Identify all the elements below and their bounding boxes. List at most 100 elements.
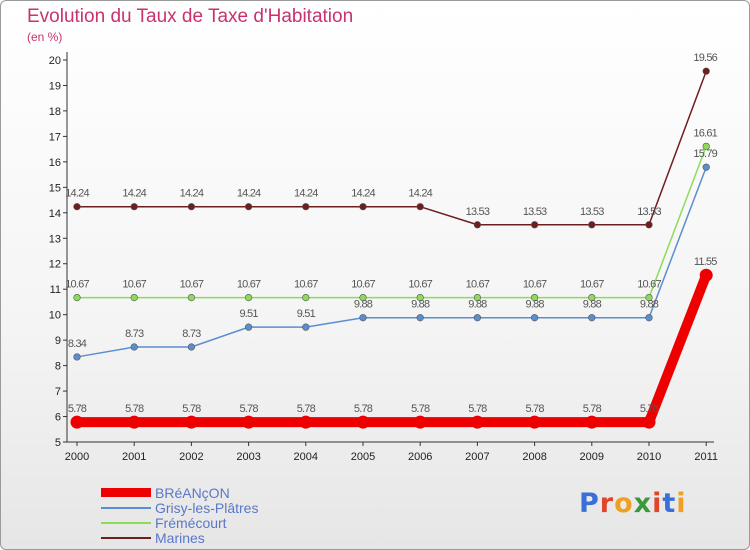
- legend: BRéANçON Grisy-les-Plâtres Frémécourt Marin…: [101, 484, 259, 546]
- data-label: 5.78: [583, 403, 602, 415]
- data-label: 9.88: [354, 299, 373, 311]
- data-point: [588, 221, 596, 229]
- data-point: [187, 343, 195, 351]
- data-label: 14.24: [122, 188, 146, 200]
- data-point: [356, 415, 370, 429]
- data-label: 10.67: [237, 279, 261, 291]
- y-tick-label: 15: [49, 182, 61, 194]
- legend-label: Marines: [155, 529, 205, 546]
- data-label: 14.24: [294, 188, 318, 200]
- y-tick-label: 7: [55, 386, 61, 398]
- data-label: 10.67: [65, 279, 89, 291]
- y-tick-label: 8: [55, 361, 61, 373]
- data-label: 14.24: [237, 188, 261, 200]
- data-point: [473, 294, 482, 302]
- data-point: [73, 294, 81, 302]
- data-point: [473, 221, 482, 229]
- data-point: [184, 415, 198, 429]
- data-point: [187, 294, 195, 302]
- data-point: [413, 415, 427, 429]
- data-label: 16.61: [693, 127, 717, 139]
- y-tick-label: 6: [55, 412, 61, 424]
- x-tick-label: 2011: [694, 451, 718, 463]
- series-line: [76, 145, 707, 299]
- data-label: 5.78: [125, 403, 144, 415]
- y-tick-label: 18: [49, 106, 61, 118]
- data-point: [530, 294, 539, 302]
- x-tick-label: 2005: [351, 451, 375, 463]
- data-point: [359, 294, 367, 302]
- data-label: 10.67: [408, 279, 432, 291]
- y-tick-label: 17: [49, 131, 61, 143]
- legend-label: Grisy-les-Plâtres: [155, 499, 259, 516]
- data-label: 5.78: [525, 403, 544, 415]
- legend-swatch: [101, 488, 151, 497]
- data-label: 14.24: [180, 188, 204, 200]
- data-point: [702, 142, 710, 150]
- x-tick-label: 2004: [294, 451, 318, 463]
- data-point: [302, 294, 310, 302]
- x-tick-label: 2003: [236, 451, 260, 463]
- data-label: 10.67: [637, 279, 661, 291]
- chart-subtitle: (en %): [27, 30, 63, 44]
- y-tick-label: 20: [49, 55, 61, 67]
- data-label: 10.67: [523, 279, 547, 291]
- x-tick-label: 2000: [65, 451, 89, 463]
- y-tick-label: 13: [49, 233, 61, 245]
- data-point: [702, 67, 710, 75]
- data-point: [299, 415, 313, 429]
- data-point: [130, 343, 138, 351]
- data-point: [245, 323, 253, 331]
- data-point: [73, 353, 81, 361]
- legend-item: Marines: [101, 529, 258, 546]
- data-label: 10.67: [580, 279, 604, 291]
- y-tick-label: 9: [55, 335, 61, 347]
- data-label: 13.53: [466, 206, 490, 218]
- data-point: [645, 221, 653, 229]
- data-label: 10.67: [180, 279, 204, 291]
- data-label: 14.24: [351, 188, 375, 200]
- x-tick-label: 2006: [408, 451, 432, 463]
- legend-label: Frémécourt: [155, 514, 227, 531]
- data-point: [702, 163, 710, 171]
- data-label: 8.73: [125, 328, 144, 340]
- data-point: [585, 415, 599, 429]
- data-point: [416, 314, 424, 322]
- series-line: [72, 270, 712, 428]
- data-label: 10.67: [466, 279, 490, 291]
- data-label: 8.73: [182, 328, 201, 340]
- data-label: 19.56: [693, 52, 717, 64]
- data-point: [473, 314, 482, 322]
- legend-item: Grisy-les-Plâtres: [101, 499, 259, 516]
- data-label: 5.78: [468, 403, 487, 415]
- data-point: [130, 203, 138, 211]
- chart-title: Evolution du Taux de Taxe d'Habitation: [27, 6, 354, 27]
- series-line: [76, 70, 707, 226]
- legend-label: BRéANçON: [155, 484, 230, 501]
- data-point: [127, 415, 141, 429]
- data-point: [528, 415, 542, 429]
- data-label: 5.78: [640, 403, 659, 415]
- data-label: 9.88: [640, 299, 659, 311]
- data-label: 9.88: [411, 299, 430, 311]
- data-point: [588, 314, 596, 322]
- data-label: 5.78: [297, 403, 316, 415]
- data-label: 13.53: [580, 206, 604, 218]
- proxiti-logo: Proxiti: [579, 488, 687, 519]
- data-label: 5.78: [182, 403, 201, 415]
- legend-item: BRéANçON: [101, 484, 258, 501]
- data-point: [187, 203, 195, 211]
- data-label: 9.51: [239, 308, 258, 320]
- data-point: [245, 294, 253, 302]
- data-point: [530, 314, 539, 322]
- data-label: 15.79: [693, 148, 717, 160]
- data-point: [73, 203, 81, 211]
- y-tick-label: 19: [49, 80, 61, 92]
- legend-swatch: [101, 506, 151, 509]
- data-label: 9.88: [525, 299, 544, 311]
- data-point: [302, 203, 310, 211]
- series-line: [76, 166, 707, 358]
- data-label: 13.53: [523, 206, 547, 218]
- x-tick-label: 2001: [122, 451, 146, 463]
- data-point: [470, 415, 484, 429]
